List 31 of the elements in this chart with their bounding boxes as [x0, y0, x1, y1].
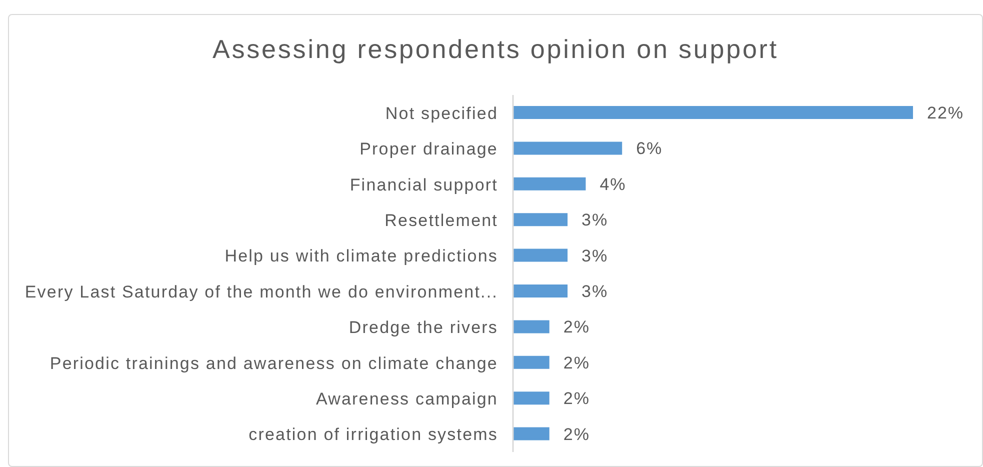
y-tick-label: Resettlement	[384, 210, 498, 230]
data-label: 2%	[563, 318, 590, 337]
data-label: 6%	[636, 139, 663, 158]
y-tick-label: creation of irrigation systems	[248, 425, 498, 444]
y-tick-label: Dredge the rivers	[348, 318, 498, 338]
y-tick-label: Proper drainage	[360, 140, 498, 159]
bar	[513, 106, 913, 119]
data-label: 3%	[582, 210, 608, 230]
chart-title: Assessing respondents opinion on support	[212, 34, 780, 64]
bar	[513, 248, 568, 262]
y-tick-label: Help us with climate predictions	[224, 246, 498, 266]
y-tick-label: Financial support	[350, 175, 498, 194]
bar	[513, 427, 550, 440]
y-tick-label: Periodic trainings and awareness on climate change	[50, 354, 498, 373]
data-label: 4%	[600, 174, 626, 194]
bar	[513, 284, 568, 298]
y-tick-label: Not specified	[385, 104, 498, 123]
data-label: 2%	[563, 389, 590, 408]
data-label: 3%	[582, 246, 608, 266]
bar	[513, 213, 568, 226]
data-label: 2%	[563, 353, 590, 372]
bar	[513, 177, 586, 190]
data-label: 2%	[563, 424, 590, 444]
y-tick-label: Every Last Saturday of the month we do environment...	[24, 282, 498, 302]
y-tick-label: Awareness campaign	[316, 389, 498, 408]
bar	[513, 356, 550, 369]
bar	[513, 392, 550, 405]
data-label: 3%	[582, 282, 608, 302]
bar	[513, 320, 550, 334]
data-label: 22%	[927, 104, 964, 123]
bar	[513, 142, 622, 155]
